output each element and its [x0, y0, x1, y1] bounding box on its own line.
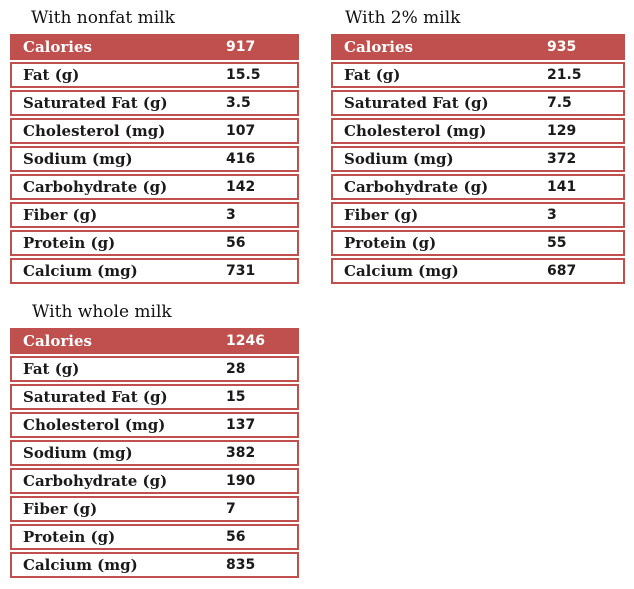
row-value: 129 — [547, 123, 577, 139]
table-row: Fiber (g) 3 — [331, 202, 625, 228]
table-header-row: Calories 917 — [10, 34, 299, 60]
table-row: Sodium (mg) 416 — [10, 146, 299, 172]
row-label: Carbohydrate (g) — [23, 178, 168, 196]
table-row: Saturated Fat (g) 7.5 — [331, 90, 625, 116]
row-value: 15.5 — [226, 67, 261, 83]
row-label: Fat (g) — [344, 66, 401, 84]
row-label: Cholesterol (mg) — [344, 122, 487, 140]
table-header-row: Calories 935 — [331, 34, 625, 60]
row-value: 382 — [226, 445, 256, 461]
nutrition-table-2pct-milk: Calories 935 Fat (g) 21.5 Saturated Fat … — [331, 34, 625, 284]
row-label: Fiber (g) — [23, 206, 98, 224]
table-row: Calcium (mg) 687 — [331, 258, 625, 284]
row-label: Saturated Fat (g) — [344, 94, 489, 112]
row-value: 15 — [226, 389, 246, 405]
row-value: 731 — [226, 263, 256, 279]
row-label: Sodium (mg) — [344, 150, 454, 168]
row-value: 28 — [226, 361, 246, 377]
row-value: 835 — [226, 557, 256, 573]
table-row: Fat (g) 28 — [10, 356, 299, 382]
table-row: Fiber (g) 3 — [10, 202, 299, 228]
table-title-nonfat-milk: With nonfat milk — [31, 8, 175, 28]
row-value: 3.5 — [226, 95, 251, 111]
row-value: 3 — [226, 207, 236, 223]
row-value: 56 — [226, 529, 246, 545]
row-label: Fiber (g) — [23, 500, 98, 518]
row-label: Calories — [344, 38, 413, 56]
row-label: Cholesterol (mg) — [23, 122, 166, 140]
row-value: 416 — [226, 151, 256, 167]
table-row: Saturated Fat (g) 15 — [10, 384, 299, 410]
table-title-whole-milk: With whole milk — [32, 302, 172, 322]
table-row: Carbohydrate (g) 142 — [10, 174, 299, 200]
row-value: 55 — [547, 235, 567, 251]
row-value: 7.5 — [547, 95, 572, 111]
table-row: Fiber (g) 7 — [10, 496, 299, 522]
row-label: Calories — [23, 332, 92, 350]
table-row: Cholesterol (mg) 137 — [10, 412, 299, 438]
row-label: Sodium (mg) — [23, 150, 133, 168]
table-row: Cholesterol (mg) 107 — [10, 118, 299, 144]
table-row: Fat (g) 21.5 — [331, 62, 625, 88]
table-row: Protein (g) 55 — [331, 230, 625, 256]
row-value: 935 — [547, 39, 577, 55]
row-value: 107 — [226, 123, 256, 139]
table-row: Calcium (mg) 731 — [10, 258, 299, 284]
row-label: Calcium (mg) — [23, 262, 138, 280]
table-title-2pct-milk: With 2% milk — [345, 8, 461, 28]
row-label: Protein (g) — [23, 528, 116, 546]
row-label: Saturated Fat (g) — [23, 94, 168, 112]
row-value: 1246 — [226, 333, 265, 349]
row-value: 917 — [226, 39, 256, 55]
row-label: Sodium (mg) — [23, 444, 133, 462]
row-label: Protein (g) — [23, 234, 116, 252]
nutrition-table-nonfat-milk: Calories 917 Fat (g) 15.5 Saturated Fat … — [10, 34, 299, 284]
row-label: Fat (g) — [23, 360, 80, 378]
row-value: 7 — [226, 501, 236, 517]
table-row: Fat (g) 15.5 — [10, 62, 299, 88]
nutrition-table-whole-milk: Calories 1246 Fat (g) 28 Saturated Fat (… — [10, 328, 299, 578]
row-value: 141 — [547, 179, 577, 195]
table-row: Protein (g) 56 — [10, 230, 299, 256]
row-value: 3 — [547, 207, 557, 223]
row-value: 21.5 — [547, 67, 582, 83]
table-row: Sodium (mg) 372 — [331, 146, 625, 172]
row-label: Saturated Fat (g) — [23, 388, 168, 406]
table-row: Calcium (mg) 835 — [10, 552, 299, 578]
row-label: Protein (g) — [344, 234, 437, 252]
row-value: 687 — [547, 263, 577, 279]
table-row: Carbohydrate (g) 141 — [331, 174, 625, 200]
row-label: Calcium (mg) — [23, 556, 138, 574]
row-label: Fat (g) — [23, 66, 80, 84]
row-value: 190 — [226, 473, 256, 489]
row-label: Carbohydrate (g) — [344, 178, 489, 196]
table-row: Carbohydrate (g) 190 — [10, 468, 299, 494]
table-row: Sodium (mg) 382 — [10, 440, 299, 466]
table-row: Saturated Fat (g) 3.5 — [10, 90, 299, 116]
row-label: Carbohydrate (g) — [23, 472, 168, 490]
row-value: 142 — [226, 179, 256, 195]
row-value: 137 — [226, 417, 256, 433]
row-value: 56 — [226, 235, 246, 251]
row-value: 372 — [547, 151, 577, 167]
table-row: Cholesterol (mg) 129 — [331, 118, 625, 144]
row-label: Cholesterol (mg) — [23, 416, 166, 434]
table-header-row: Calories 1246 — [10, 328, 299, 354]
table-row: Protein (g) 56 — [10, 524, 299, 550]
row-label: Fiber (g) — [344, 206, 419, 224]
row-label: Calcium (mg) — [344, 262, 459, 280]
row-label: Calories — [23, 38, 92, 56]
